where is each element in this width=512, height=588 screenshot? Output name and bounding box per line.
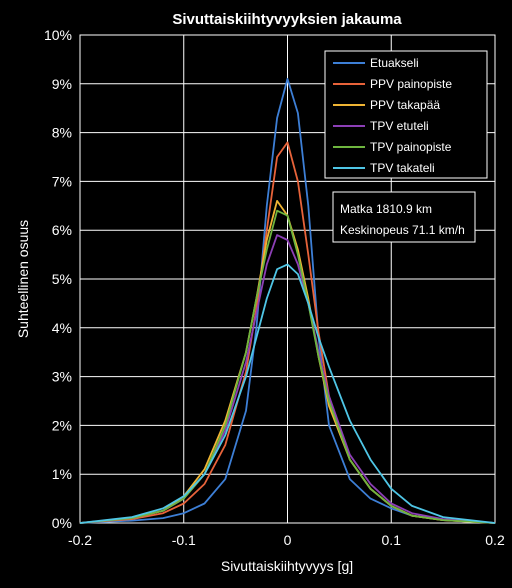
y-tick-label: 1%	[52, 466, 72, 482]
y-tick-label: 0%	[52, 515, 72, 531]
y-tick-label: 6%	[52, 222, 72, 238]
legend-label-2: PPV takapää	[370, 98, 440, 112]
series-line-4	[79, 209, 496, 524]
legend-label-1: PPV painopiste	[370, 77, 452, 91]
series-lines	[79, 78, 496, 524]
y-tick-label: 5%	[52, 271, 72, 287]
x-tick-label: -0.2	[68, 532, 92, 548]
y-tick-label: 2%	[52, 417, 72, 433]
info-box-frame	[332, 191, 476, 243]
legend: Etuakseli PPV painopiste PPV takapää TPV et…	[324, 50, 488, 179]
x-axis-label: Sivuttaiskiihtyvyys [g]	[221, 558, 353, 574]
y-axis-label: Suhteellinen osuus	[15, 220, 31, 338]
info-distance: Matka 1810.9 km	[340, 202, 432, 216]
legend-label-5: TPV takateli	[370, 161, 435, 175]
x-tick-label: 0.1	[382, 532, 402, 548]
legend-label-0: Etuakseli	[370, 56, 419, 70]
y-tick-label: 9%	[52, 76, 72, 92]
x-tick-label: 0.2	[485, 532, 505, 548]
info-box: Matka 1810.9 km Keskinopeus 71.1 km/h	[332, 191, 476, 243]
y-tick-label: 3%	[52, 369, 72, 385]
series-line-0	[79, 78, 496, 524]
x-tick-label: -0.1	[172, 532, 196, 548]
x-axis-ticks: -0.2 -0.1 0 0.1 0.2	[68, 532, 505, 548]
y-tick-label: 8%	[52, 125, 72, 141]
y-tick-label: 7%	[52, 173, 72, 189]
legend-label-3: TPV etuteli	[370, 119, 429, 133]
y-axis-ticks: 0% 1% 2% 3% 4% 5% 6% 7% 8% 9% 10%	[44, 27, 72, 531]
legend-label-4: TPV painopiste	[370, 140, 452, 154]
chart-title: Sivuttaiskiihtyvyyksien jakauma	[172, 11, 402, 28]
legend-box	[324, 50, 488, 179]
y-tick-label: 10%	[44, 27, 72, 43]
series-line-5	[79, 263, 496, 524]
info-avg-speed: Keskinopeus 71.1 km/h	[340, 223, 465, 237]
y-tick-label: 4%	[52, 320, 72, 336]
x-tick-label: 0	[284, 532, 292, 548]
